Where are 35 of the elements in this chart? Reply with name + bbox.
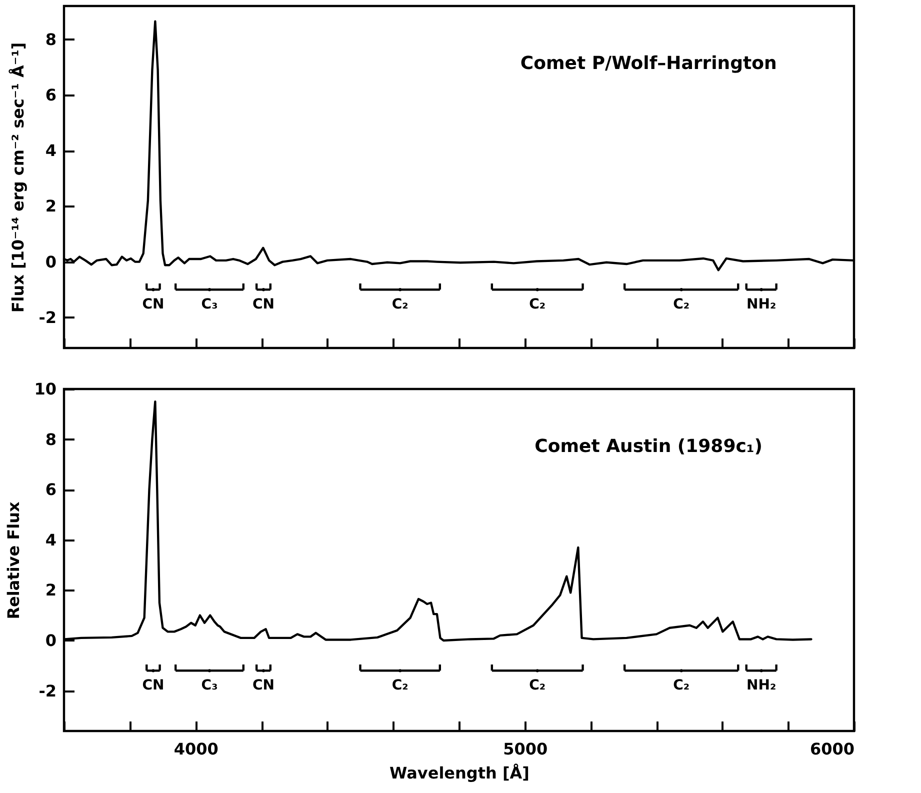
data-label: C₂ (392, 678, 408, 694)
text: Comet P/Wolf–Harrington (520, 53, 777, 74)
data-label: C₂ (529, 678, 546, 694)
data-label: C₂ (673, 678, 690, 694)
x-tick-label: 6000 (810, 740, 854, 758)
y-tick-label: 10 (34, 380, 56, 398)
x-tick-label: 5000 (503, 740, 548, 758)
y-tick-label: 0 (45, 252, 56, 272)
x-tick-label: 4000 (174, 740, 218, 758)
y-tick-label: -2 (38, 308, 56, 327)
y-tick-label: 6 (45, 85, 56, 104)
y-tick-label: 0 (45, 630, 56, 650)
data-label: C₂ (529, 296, 546, 313)
data-label: NH₂ (746, 678, 776, 694)
text: Comet Austin (1989c₁) (534, 436, 763, 458)
data-label: CN (142, 678, 164, 694)
y-tick-label: 4 (45, 141, 56, 160)
y-tick-label: 8 (45, 30, 56, 49)
y-axis-title: Flux [10⁻¹⁴ erg cm⁻² sec⁻¹ Å⁻¹] (8, 42, 28, 313)
data-label: NH₂ (746, 296, 776, 313)
data-label: C₂ (392, 296, 408, 313)
y-tick-label: 2 (45, 196, 56, 216)
y-tick-label: 2 (45, 580, 56, 600)
y-tick-label: -2 (38, 681, 56, 700)
y-tick-label: 8 (45, 430, 56, 449)
data-label: C₃ (201, 296, 218, 313)
y-tick-label: 6 (45, 480, 56, 500)
data-label: CN (142, 296, 164, 313)
data-label: C₃ (201, 678, 218, 694)
data-label: C₂ (673, 296, 690, 313)
y-axis-title: Relative Flux (4, 501, 24, 620)
data-label: CN (252, 296, 274, 313)
data-label: CN (252, 678, 274, 694)
y-tick-label: 4 (45, 530, 56, 550)
x-axis-title: Wavelength [Å] (390, 764, 530, 782)
